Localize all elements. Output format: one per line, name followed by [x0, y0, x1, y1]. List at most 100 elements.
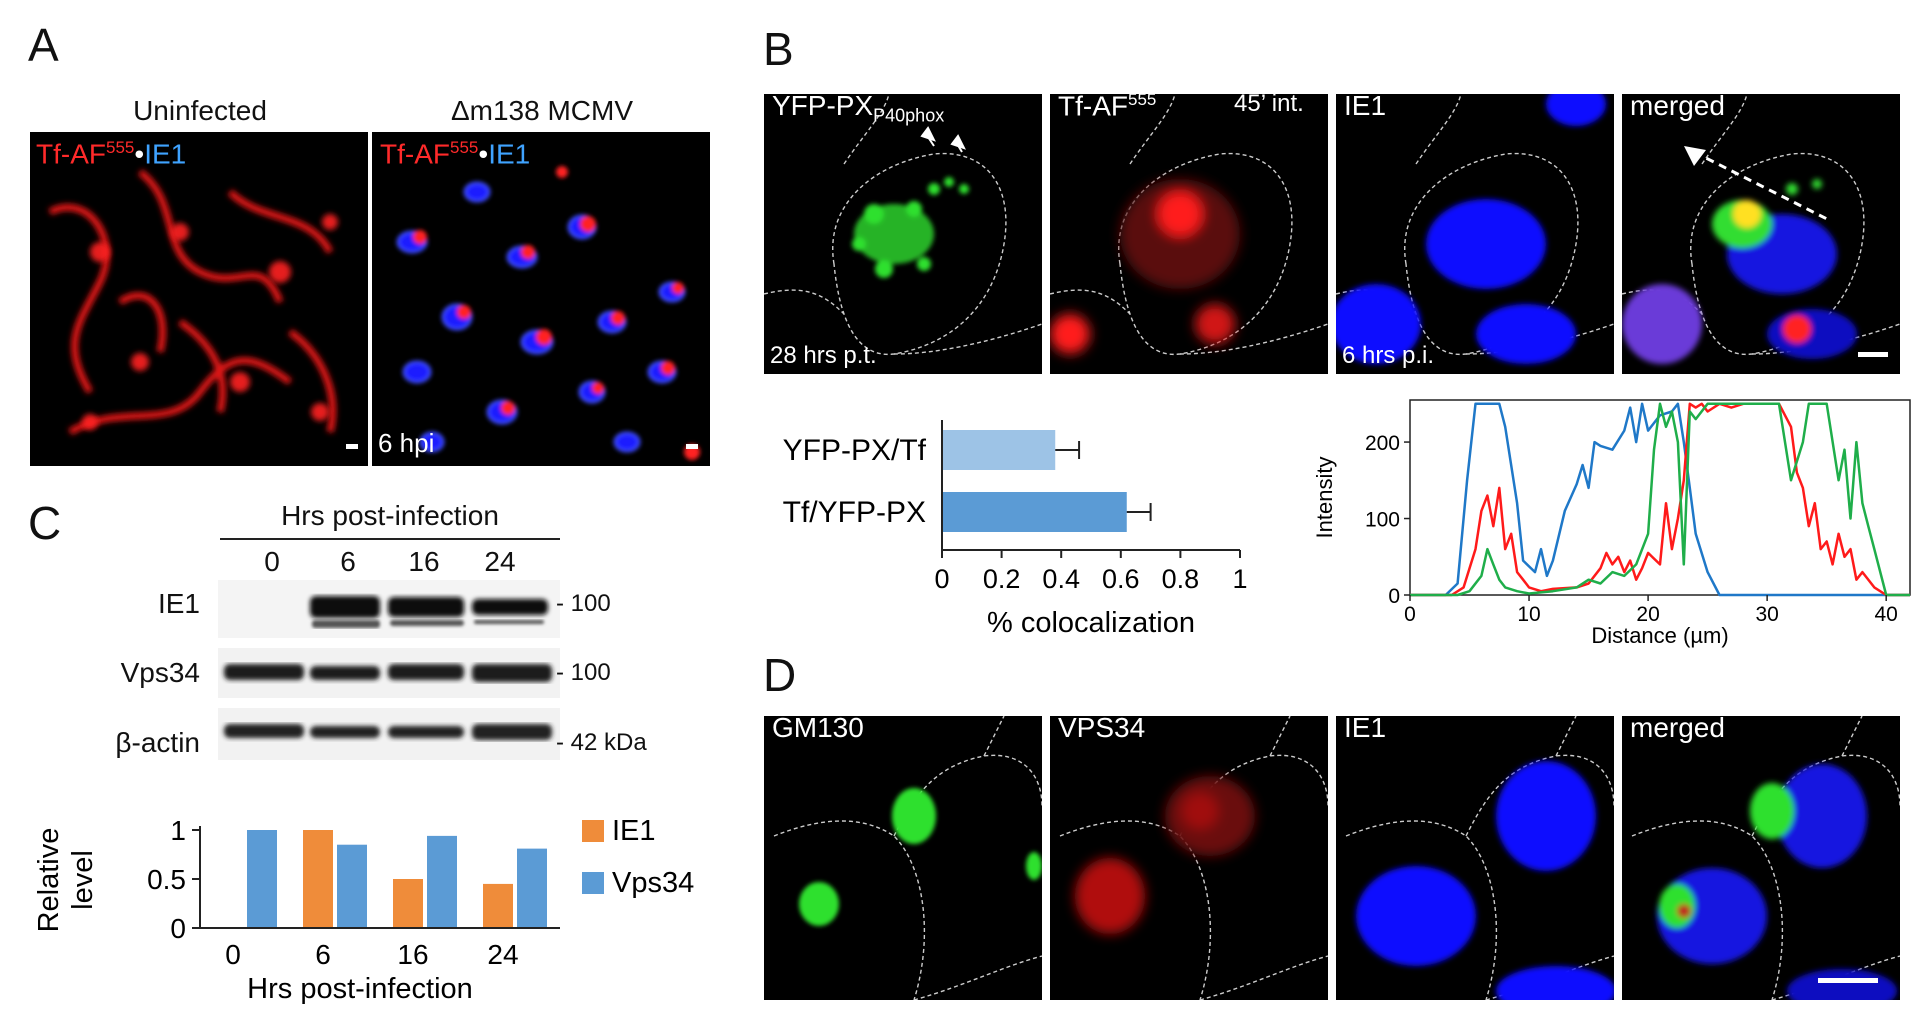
relative-level-chart: 0 6 16 24 0 0.5 1 Hrs post-infection Relative lev…	[33, 815, 694, 1005]
intensity-y-tick-label: 200	[1365, 432, 1400, 455]
blot-row-label-ie1: IE1	[157, 588, 200, 619]
image-footer-ie1: 6 hrs p.i.	[1342, 342, 1435, 369]
relative-y-axis-label-line2: level	[67, 850, 99, 910]
coloc-x-tick-label: 0.2	[983, 564, 1021, 594]
micrograph-ie1-d-art	[1345, 716, 1614, 1000]
blot-row-label-actin: β-actin	[115, 727, 200, 758]
micrograph-infected: Tf-AF555•IE1 6 hpi	[372, 132, 710, 466]
panel-a-title-infected: Δm138 MCMV	[450, 95, 634, 126]
micrograph-uninfected: Tf-AF555•IE1	[30, 132, 368, 466]
lane-label: 6	[340, 546, 356, 577]
micrograph-infected-art	[396, 166, 700, 460]
intensity-y-axis-label: Intensity	[1312, 457, 1337, 539]
intensity-plot-frame	[1409, 399, 1911, 596]
relative-bar	[427, 835, 457, 928]
micrograph-yfp-px: YFP-PXP40phox 28 hrs p.t.	[764, 94, 1042, 374]
intensity-y-tick-label: 100	[1365, 509, 1400, 532]
intensity-x-tick-label: 10	[1517, 603, 1540, 626]
micrograph-gm130: GM130	[764, 716, 1042, 1000]
image-extra-tf: 45’ int.	[1234, 94, 1304, 117]
image-label-yfp: YFP-PXP40phox	[772, 94, 945, 126]
relative-bar	[337, 844, 367, 928]
image-label-merged-d: merged	[1630, 716, 1725, 743]
micrograph-ie1-d: IE1	[1336, 716, 1614, 1000]
relative-x-axis-label: Hrs post-infection	[247, 973, 473, 1005]
micrograph-vps34-art	[1059, 716, 1328, 1000]
relative-x-tick-label: 16	[397, 939, 428, 970]
micrograph-uninfected-art	[48, 169, 338, 436]
relative-bar	[247, 830, 277, 928]
lane-label: 24	[484, 546, 516, 577]
panel-letter-b: B	[763, 23, 794, 75]
lane-label: 0	[264, 546, 280, 577]
image-label-merged-b: merged	[1630, 94, 1725, 121]
intensity-x-tick-label: 30	[1755, 603, 1778, 626]
mw-marker-100-ie1: - 100	[556, 590, 611, 617]
micrograph-merged-d: merged	[1622, 716, 1900, 1000]
coloc-x-axis-label: % colocalization	[987, 607, 1195, 639]
timepoint-label: 6 hpi	[378, 428, 435, 458]
relative-legend-swatch	[582, 820, 604, 842]
micrograph-tf: Tf-AF555 45’ int.	[1050, 94, 1328, 374]
blot-row-label-vps34: Vps34	[120, 657, 200, 688]
scale-bar	[1818, 978, 1878, 983]
scale-bar	[1858, 352, 1888, 357]
micrograph-gm130-art	[773, 716, 1042, 1000]
colocalization-chart: YFP-PX/Tf Tf/YFP-PX 0 0.2 0.4 0.6 0.8 1 % coloca…	[783, 420, 1248, 639]
stain-label-uninfected: Tf-AF555•IE1	[36, 138, 187, 170]
micrograph-vps34: VPS34	[1050, 716, 1328, 1000]
relative-bar	[483, 883, 513, 928]
mw-marker-100-vps34: - 100	[556, 659, 611, 686]
relative-legend-label: Vps34	[612, 867, 694, 899]
intensity-x-tick-label: 20	[1636, 603, 1659, 626]
micrograph-merged-b-art	[1622, 94, 1900, 364]
relative-y-tick-label: 0.5	[147, 864, 186, 895]
relative-legend-swatch	[582, 872, 604, 894]
scale-bar	[346, 444, 358, 449]
micrograph-merged-b: merged	[1622, 94, 1900, 374]
intensity-series-line	[1410, 402, 1910, 597]
intensity-profile-chart: 0 10 20 30 40 0 100 200 Distance (µm) Intensity	[1312, 399, 1911, 648]
coloc-category-label: YFP-PX/Tf	[783, 434, 927, 467]
coloc-x-tick-label: 1	[1232, 564, 1247, 594]
image-label-tf: Tf-AF555	[1058, 94, 1157, 122]
panel-letter-a: A	[28, 19, 59, 71]
micrograph-ie1: IE1 6 hrs p.i.	[1336, 94, 1614, 374]
lane-label: 16	[408, 546, 440, 577]
relative-x-tick-label: 0	[225, 939, 241, 970]
image-label-gm130: GM130	[772, 716, 864, 743]
intensity-x-axis-label: Distance (µm)	[1591, 623, 1728, 648]
blot-title-rule	[220, 538, 560, 540]
coloc-x-tick-label: 0.6	[1102, 564, 1140, 594]
coloc-bar	[942, 430, 1056, 470]
micrograph-tf-art	[1050, 94, 1328, 355]
stain-label-infected: Tf-AF555•IE1	[380, 138, 531, 170]
panel-letter-d: D	[763, 649, 797, 701]
relative-x-tick-label: 24	[487, 939, 518, 970]
coloc-category-label: Tf/YFP-PX	[783, 496, 926, 529]
image-label-vps34: VPS34	[1058, 716, 1146, 743]
relative-bar	[303, 830, 333, 928]
relative-bar	[517, 848, 547, 928]
relative-x-tick-label: 6	[315, 939, 331, 970]
panel-letter-c: C	[28, 497, 62, 549]
relative-legend-label: IE1	[612, 815, 656, 847]
coloc-x-tick-label: 0.4	[1042, 564, 1080, 594]
coloc-bar	[942, 492, 1127, 532]
relative-bar	[393, 879, 423, 928]
micrograph-ie1-art	[1336, 94, 1614, 364]
relative-y-tick-label: 0	[170, 913, 186, 944]
intensity-series-line	[1410, 402, 1910, 597]
scale-bar	[686, 444, 698, 449]
intensity-y-tick-label: 0	[1388, 585, 1400, 608]
panel-a-title-uninfected: Uninfected	[133, 95, 267, 126]
mw-marker-42kda: - 42 kDa	[556, 729, 647, 756]
image-label-ie1-d: IE1	[1344, 716, 1387, 743]
coloc-x-tick-label: 0	[934, 564, 949, 594]
western-blot	[218, 580, 560, 760]
micrograph-yfp-art	[764, 94, 1042, 355]
micrograph-merged-d-art	[1631, 716, 1900, 1000]
image-footer-yfp: 28 hrs p.t.	[770, 342, 877, 369]
intensity-series-line	[1410, 402, 1910, 597]
blot-title: Hrs post-infection	[281, 500, 499, 531]
